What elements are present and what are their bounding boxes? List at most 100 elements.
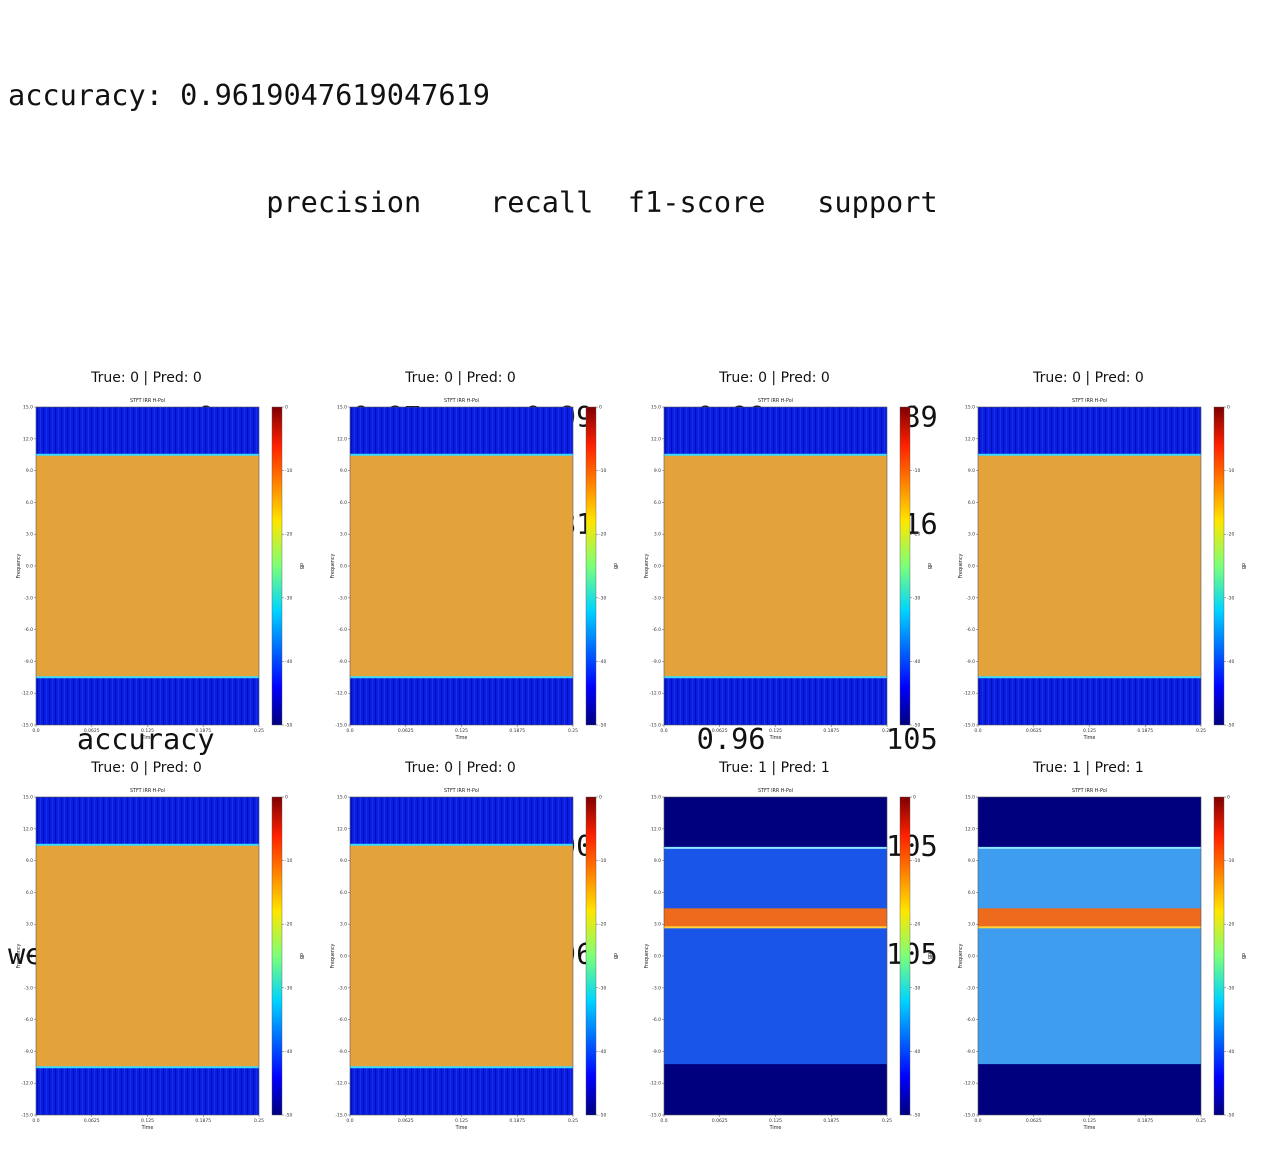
x-tick-label: 0.25 bbox=[1196, 1118, 1206, 1124]
y-tick-label: 3.0 bbox=[654, 532, 661, 538]
x-tick-label: 0.0625 bbox=[398, 728, 414, 734]
x-tick-label: 0.125 bbox=[141, 1118, 154, 1124]
y-tick-label: 3.0 bbox=[340, 922, 347, 928]
y-tick-label: 0.0 bbox=[968, 954, 975, 960]
y-tick-label: 0.0 bbox=[26, 954, 33, 960]
spectrogram-panel: True: 0 | Pred: 0 STFT IRR H-Pol 15.0 12.0 9… bbox=[637, 370, 937, 750]
colorbar-tick-label: -40 bbox=[285, 1049, 292, 1055]
colorbar-tick-label: -20 bbox=[599, 532, 606, 538]
y-tick-label: 3.0 bbox=[340, 532, 347, 538]
y-tick-label: -6.0 bbox=[24, 627, 33, 633]
y-tick-label: 0.0 bbox=[654, 954, 661, 960]
x-axis-label: Time bbox=[769, 1125, 782, 1131]
spectrogram-plot: STFT IRR H-Pol 15.0 12.0 9.0 6.0 3.0 0.0 -3.0 -6… bbox=[644, 788, 932, 1131]
heatmap-area bbox=[664, 797, 887, 1115]
y-tick-label: -15.0 bbox=[963, 723, 975, 729]
x-tick-label: 0.1875 bbox=[823, 1118, 839, 1124]
y-tick-label: -12.0 bbox=[21, 1081, 33, 1087]
x-tick-label: 0.125 bbox=[455, 728, 468, 734]
y-tick-label: -12.0 bbox=[335, 691, 347, 697]
y-tick-label: 3.0 bbox=[26, 922, 33, 928]
y-tick-label: 0.0 bbox=[654, 564, 661, 570]
colorbar-tick-label: 0 bbox=[285, 405, 288, 411]
colorbar-tick-label: -10 bbox=[599, 858, 606, 864]
x-tick-label: 0.25 bbox=[254, 1118, 264, 1124]
colorbar-tick-label: 0 bbox=[913, 405, 916, 411]
y-tick-label: -3.0 bbox=[24, 985, 33, 991]
colorbar-tick-label: -50 bbox=[599, 1113, 606, 1119]
colorbar-tick-label: 0 bbox=[599, 405, 602, 411]
y-tick-label: -3.0 bbox=[966, 595, 975, 601]
colorbar-tick-label: -50 bbox=[913, 1113, 920, 1119]
colorbar-tick-label: -50 bbox=[285, 1113, 292, 1119]
y-tick-label: 12.0 bbox=[23, 826, 33, 832]
panel-title: True: 0 | Pred: 0 bbox=[1033, 370, 1144, 386]
y-tick-label: 3.0 bbox=[968, 922, 975, 928]
y-tick-label: 3.0 bbox=[968, 532, 975, 538]
panel-title: True: 0 | Pred: 0 bbox=[91, 370, 202, 386]
x-tick-label: 0.0 bbox=[660, 1118, 667, 1124]
colorbar-tick-label: -30 bbox=[913, 595, 920, 601]
y-tick-label: -12.0 bbox=[963, 691, 975, 697]
signal-band bbox=[36, 455, 259, 677]
panel-subtitle: STFT IRR H-Pol bbox=[758, 788, 793, 794]
x-tick-label: 0.125 bbox=[769, 728, 782, 734]
spectrogram-plot: STFT IRR H-Pol 15.0 12.0 9.0 6.0 3.0 0.0 -3.0 -6… bbox=[330, 398, 618, 741]
x-tick-label: 0.0625 bbox=[712, 1118, 728, 1124]
x-tick-label: 0.0 bbox=[32, 1118, 39, 1124]
spectrogram-panel: True: 1 | Pred: 1 STFT IRR H-Pol 15.0 12.0 9… bbox=[637, 760, 937, 1140]
report-header-recall: recall bbox=[490, 184, 594, 219]
y-tick-label: 3.0 bbox=[654, 922, 661, 928]
y-tick-label: 9.0 bbox=[968, 468, 975, 474]
x-tick-label: 0.1875 bbox=[195, 728, 211, 734]
colorbar-tick-label: -10 bbox=[913, 858, 920, 864]
panel-subtitle: STFT IRR H-Pol bbox=[130, 788, 165, 794]
spectrogram-panel: True: 0 | Pred: 0 STFT IRR H-Pol 15.0 12.0 9… bbox=[323, 370, 623, 750]
colorbar-tick-label: -50 bbox=[285, 723, 292, 729]
spectrogram-plot: STFT IRR H-Pol 15.0 12.0 9.0 6.0 3.0 0.0 -3.0 -6… bbox=[958, 788, 1246, 1131]
x-tick-label: 0.25 bbox=[568, 1118, 578, 1124]
colorbar-tick-label: -20 bbox=[1227, 922, 1234, 928]
colorbar-label: dB bbox=[298, 563, 304, 569]
x-axis-label: Time bbox=[141, 735, 154, 741]
spectrogram-plot: STFT IRR H-Pol 15.0 12.0 9.0 6.0 3.0 0.0 -3.0 -6… bbox=[16, 788, 304, 1131]
x-tick-label: 0.25 bbox=[1196, 728, 1206, 734]
y-tick-label: 15.0 bbox=[23, 795, 33, 801]
colorbar-label: dB bbox=[298, 953, 304, 959]
y-tick-label: -9.0 bbox=[24, 1049, 33, 1055]
y-tick-label: -6.0 bbox=[338, 1017, 347, 1023]
panel-title: True: 0 | Pred: 0 bbox=[91, 760, 202, 776]
colorbar-tick-label: -30 bbox=[1227, 985, 1234, 991]
y-tick-label: 9.0 bbox=[340, 858, 347, 864]
x-tick-label: 0.25 bbox=[882, 1118, 892, 1124]
y-tick-label: 15.0 bbox=[965, 405, 975, 411]
report-cell-f1: 0.96 bbox=[696, 721, 766, 756]
y-tick-label: -6.0 bbox=[338, 627, 347, 633]
x-tick-label: 0.0 bbox=[660, 728, 667, 734]
x-tick-label: 0.0625 bbox=[1026, 1118, 1042, 1124]
colorbar-tick-label: -20 bbox=[285, 922, 292, 928]
colorbar-label: dB bbox=[612, 953, 618, 959]
x-tick-label: 0.0 bbox=[346, 728, 353, 734]
colorbar-tick-label: -30 bbox=[285, 985, 292, 991]
colorbar-tick-label: -10 bbox=[1227, 468, 1234, 474]
x-tick-label: 0.25 bbox=[882, 728, 892, 734]
colorbar-tick-label: -40 bbox=[285, 659, 292, 665]
accuracy-line: accuracy: 0.9619047619047619 bbox=[8, 77, 491, 112]
y-tick-label: -6.0 bbox=[966, 627, 975, 633]
y-tick-label: -9.0 bbox=[338, 1049, 347, 1055]
y-tick-label: -12.0 bbox=[335, 1081, 347, 1087]
colorbar-tick-label: 0 bbox=[285, 795, 288, 801]
spectrogram-plot: STFT IRR H-Pol 15.0 12.0 9.0 6.0 3.0 0.0 -3.0 -6… bbox=[330, 788, 618, 1131]
colorbar-tick-label: -20 bbox=[599, 922, 606, 928]
y-tick-label: 15.0 bbox=[651, 795, 661, 801]
y-tick-label: 12.0 bbox=[337, 436, 347, 442]
colorbar bbox=[1213, 796, 1225, 1116]
panel-subtitle: STFT IRR H-Pol bbox=[130, 398, 165, 404]
noise-region bbox=[350, 407, 573, 456]
report-header-support: support bbox=[817, 184, 938, 219]
x-axis-label: Time bbox=[769, 735, 782, 741]
y-tick-label: 6.0 bbox=[340, 890, 347, 896]
y-axis-label: Frequency bbox=[644, 553, 650, 578]
x-tick-label: 0.1875 bbox=[823, 728, 839, 734]
